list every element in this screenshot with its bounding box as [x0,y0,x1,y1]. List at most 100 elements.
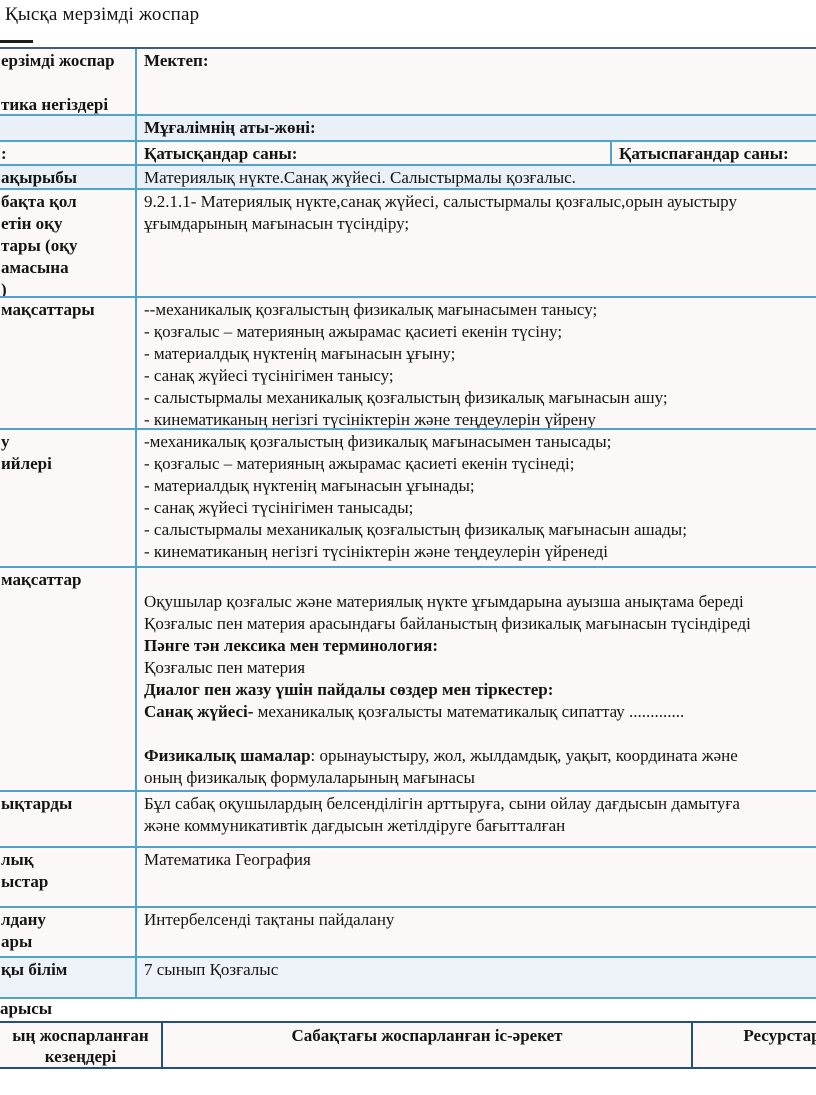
row-label-prior-knowledge: қы білім [0,958,137,997]
page-title: Қысқа мерзімді жоспар [5,4,200,25]
text-line: --механикалық қозғалыстың физикалық мағы… [144,300,598,319]
row-content-values: Бұл сабақ оқушылардың белсенділігін артт… [137,792,816,846]
text-line: 9.2.1.1- Материялық нүкте,санақ жүйесі, … [144,192,737,211]
text-line: - кинематиканың негізгі түсініктерін жән… [144,542,609,561]
text-line [144,569,816,591]
table-row-teacher: Мұғалімнің аты-жөні: [0,116,816,142]
text-line [144,723,816,745]
table-row-prior-knowledge: қы білім 7 сынып Қозғалыс [0,958,816,999]
table-row-language-objectives: мақсаттар Оқушылар қозғалыс және материя… [0,568,816,792]
row-content-lesson-goals: --механикалық қозғалыстың физикалық мағы… [137,298,816,428]
text-line: - салыстырмалы механикалық қозғалыстың ф… [144,388,668,407]
text-line: лдану [1,910,46,929]
text-line: тары (оқу [1,236,78,255]
table-row-curriculum-objectives: бақта қол етін оқу тары (оқу амасына) 9.2.1.… [0,190,816,298]
row-content-attendance-2: Қатыспағандар саны: [612,142,816,164]
text-line: ) [1,280,7,296]
table-row-assessment-criteria: у ийлері -механикалық қозғалыстың физикалы… [0,430,816,568]
text-line: мақсаттары [1,300,95,319]
row-content-ict-skills: Интербелсенді тақтаны пайдалану [137,908,816,956]
table-row-attendance: : Қатысқандар саны: Қатыспағандар саны: [0,142,816,166]
row-content-prior-knowledge: 7 сынып Қозғалыс [137,958,816,997]
lesson-flow-header-row: ың жоспарланған кезеңдері Сабақтағы жоспа… [0,1021,816,1069]
table-row-values: ықтарды Бұл сабақ оқушылардың белсенділіг… [0,792,816,848]
column-header-line: кезеңдері [44,1047,117,1066]
text-line [1,117,133,139]
row-label-lesson-goals: мақсаттары [0,298,137,428]
text-line: амасына [1,258,69,277]
row-label-teacher [0,116,137,140]
row-label-language-objectives: мақсаттар [0,568,137,790]
text-line: ары [1,932,33,951]
row-label-values: ықтарды [0,792,137,846]
text-line: ұғымдарының мағынасын түсіндіру; [144,214,410,233]
table-row-cross-curricular-links: лық ыстар Математика География [0,848,816,908]
text-line: ақырыбы [1,168,78,187]
column-header-resources: Ресурстар [743,1026,816,1045]
text-line: 7 сынып Қозғалыс [144,960,279,979]
table-row-ict-skills: лдану ары Интербелсенді тақтаны пайдалану [0,908,816,958]
text-line: Материялық нүкте.Санақ жүйесі. Салыстырм… [144,168,576,187]
row-label-attendance: : [0,142,137,164]
text-line: Қатыспағандар саны: [619,144,789,163]
text-line: - санақ жүйесі түсінігімен танысады; [144,498,414,517]
column-header-planned-activity: Сабақтағы жоспарланған іс-әрекет [163,1023,693,1067]
text-line: және коммуникативтік дағдысын жетілдіруг… [144,816,566,835]
row-content-teacher: Мұғалімнің аты-жөні: [137,116,816,140]
row-content-lesson-topic: Материялық нүкте.Санақ жүйесі. Салыстырм… [137,166,816,188]
row-label-lesson-topic: ақырыбы [0,166,137,188]
text-line: : [1,144,7,163]
lesson-flow-section-label: арысы [0,999,53,1018]
row-content-curriculum-objectives: 9.2.1.1- Материялық нүкте,санақ жүйесі, … [137,190,816,296]
column-header-line: ың жоспарланған [12,1026,149,1045]
text-line: оның физикалық формулаларының мағынасы [144,768,475,787]
text-line: Қозғалыс пен материя арасындағы байланыс… [144,614,751,633]
text-line: -механикалық қозғалыстың физикалық мағын… [144,432,612,451]
row-content-assessment-criteria: -механикалық қозғалыстың физикалық мағын… [137,430,816,566]
text-line: Мектеп: [144,51,209,70]
text-line: ықтарды [1,794,73,813]
row-content-cross-curricular-links: Математика География [137,848,816,906]
text-line: - салыстырмалы механикалық қозғалыстың ф… [144,520,687,539]
underline-fragment [0,40,33,43]
text-line: бақта қол [1,192,77,211]
text-line: ыстар [1,872,49,891]
text-line: Интербелсенді тақтаны пайдалану [144,910,395,929]
text-line: - санақ жүйесі түсінігімен танысу; [144,366,394,385]
row-label-curriculum-objectives: бақта қол етін оқу тары (оқу амасына) [0,190,137,296]
text-line: етін оқу [1,214,63,233]
table-row-lesson-topic: ақырыбы Материялық нүкте.Санақ жүйесі. Са… [0,166,816,190]
text-line: тика негіздері [1,95,109,114]
text-line: Математика География [144,850,311,869]
text-line [1,72,133,94]
text-line: ерзімді жоспар [1,51,115,70]
text-line: Диалог пен жазу үшін пайдалы сөздер мен … [144,680,554,699]
text-line: Бұл сабақ оқушылардың белсенділігін артт… [144,794,740,813]
row-label-cross-curricular-links: лық ыстар [0,848,137,906]
row-label-assessment-criteria: у ийлері [0,430,137,566]
text-line: ийлері [1,454,52,473]
row-content-plan-school: Мектеп: [137,49,816,114]
text-line: - материалдық нүктенің мағынасын ұғыну; [144,344,456,363]
row-content-language-objectives: Оқушылар қозғалыс және материялық нүкте … [137,568,816,790]
row-content-attendance-1: Қатысқандар саны: [137,142,612,164]
text-line: қы білім [1,960,68,979]
text-line: Қатысқандар саны: [144,144,298,163]
text-line: - қозғалыс – материяның ажырамас қасиеті… [144,322,563,341]
text-line: Пәнге тән лексика мен терминология: [144,636,438,655]
lesson-plan-table: ерзімді жоспар тика негіздері Мектеп: Мұғ… [0,47,816,999]
text-line: лық [1,850,34,869]
text-line: Физикалық шамалар: орынауыстыру, жол, жы… [144,746,738,765]
text-line: Оқушылар қозғалыс және материялық нүкте … [144,592,744,611]
row-label-ict-skills: лдану ары [0,908,137,956]
text-line: мақсаттар [1,570,82,589]
text-line: - қозғалыс – материяның ажырамас қасиеті… [144,454,575,473]
row-label-plan-school: ерзімді жоспар тика негіздері [0,49,137,114]
text-line: у [1,432,10,451]
column-header-lesson-stages: ың жоспарланған кезеңдері [0,1023,163,1067]
text-line: Мұғалімнің аты-жөні: [144,118,316,137]
text-line: Санақ жүйесі- механикалық қозғалысты мат… [144,702,685,721]
text-line: Қозғалыс пен материя [144,658,306,677]
table-row-plan-school: ерзімді жоспар тика негіздері Мектеп: [0,49,816,116]
